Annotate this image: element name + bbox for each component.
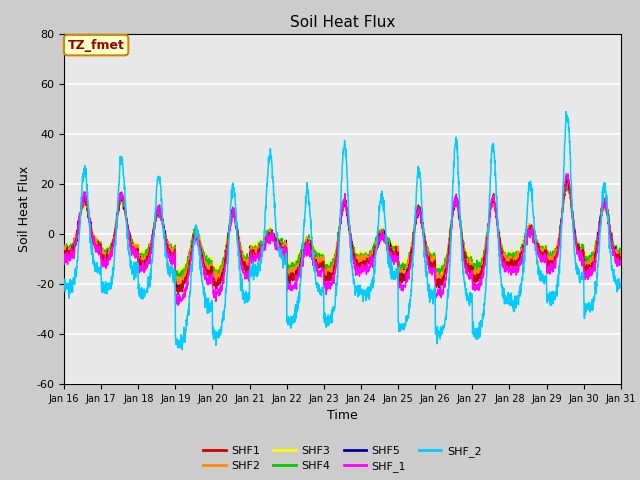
Title: Soil Heat Flux: Soil Heat Flux — [290, 15, 395, 30]
Legend: SHF1, SHF2, SHF3, SHF4, SHF5, SHF_1, SHF_2: SHF1, SHF2, SHF3, SHF4, SHF5, SHF_1, SHF… — [199, 441, 486, 477]
Text: TZ_fmet: TZ_fmet — [68, 38, 125, 52]
X-axis label: Time: Time — [327, 409, 358, 422]
Y-axis label: Soil Heat Flux: Soil Heat Flux — [17, 166, 31, 252]
